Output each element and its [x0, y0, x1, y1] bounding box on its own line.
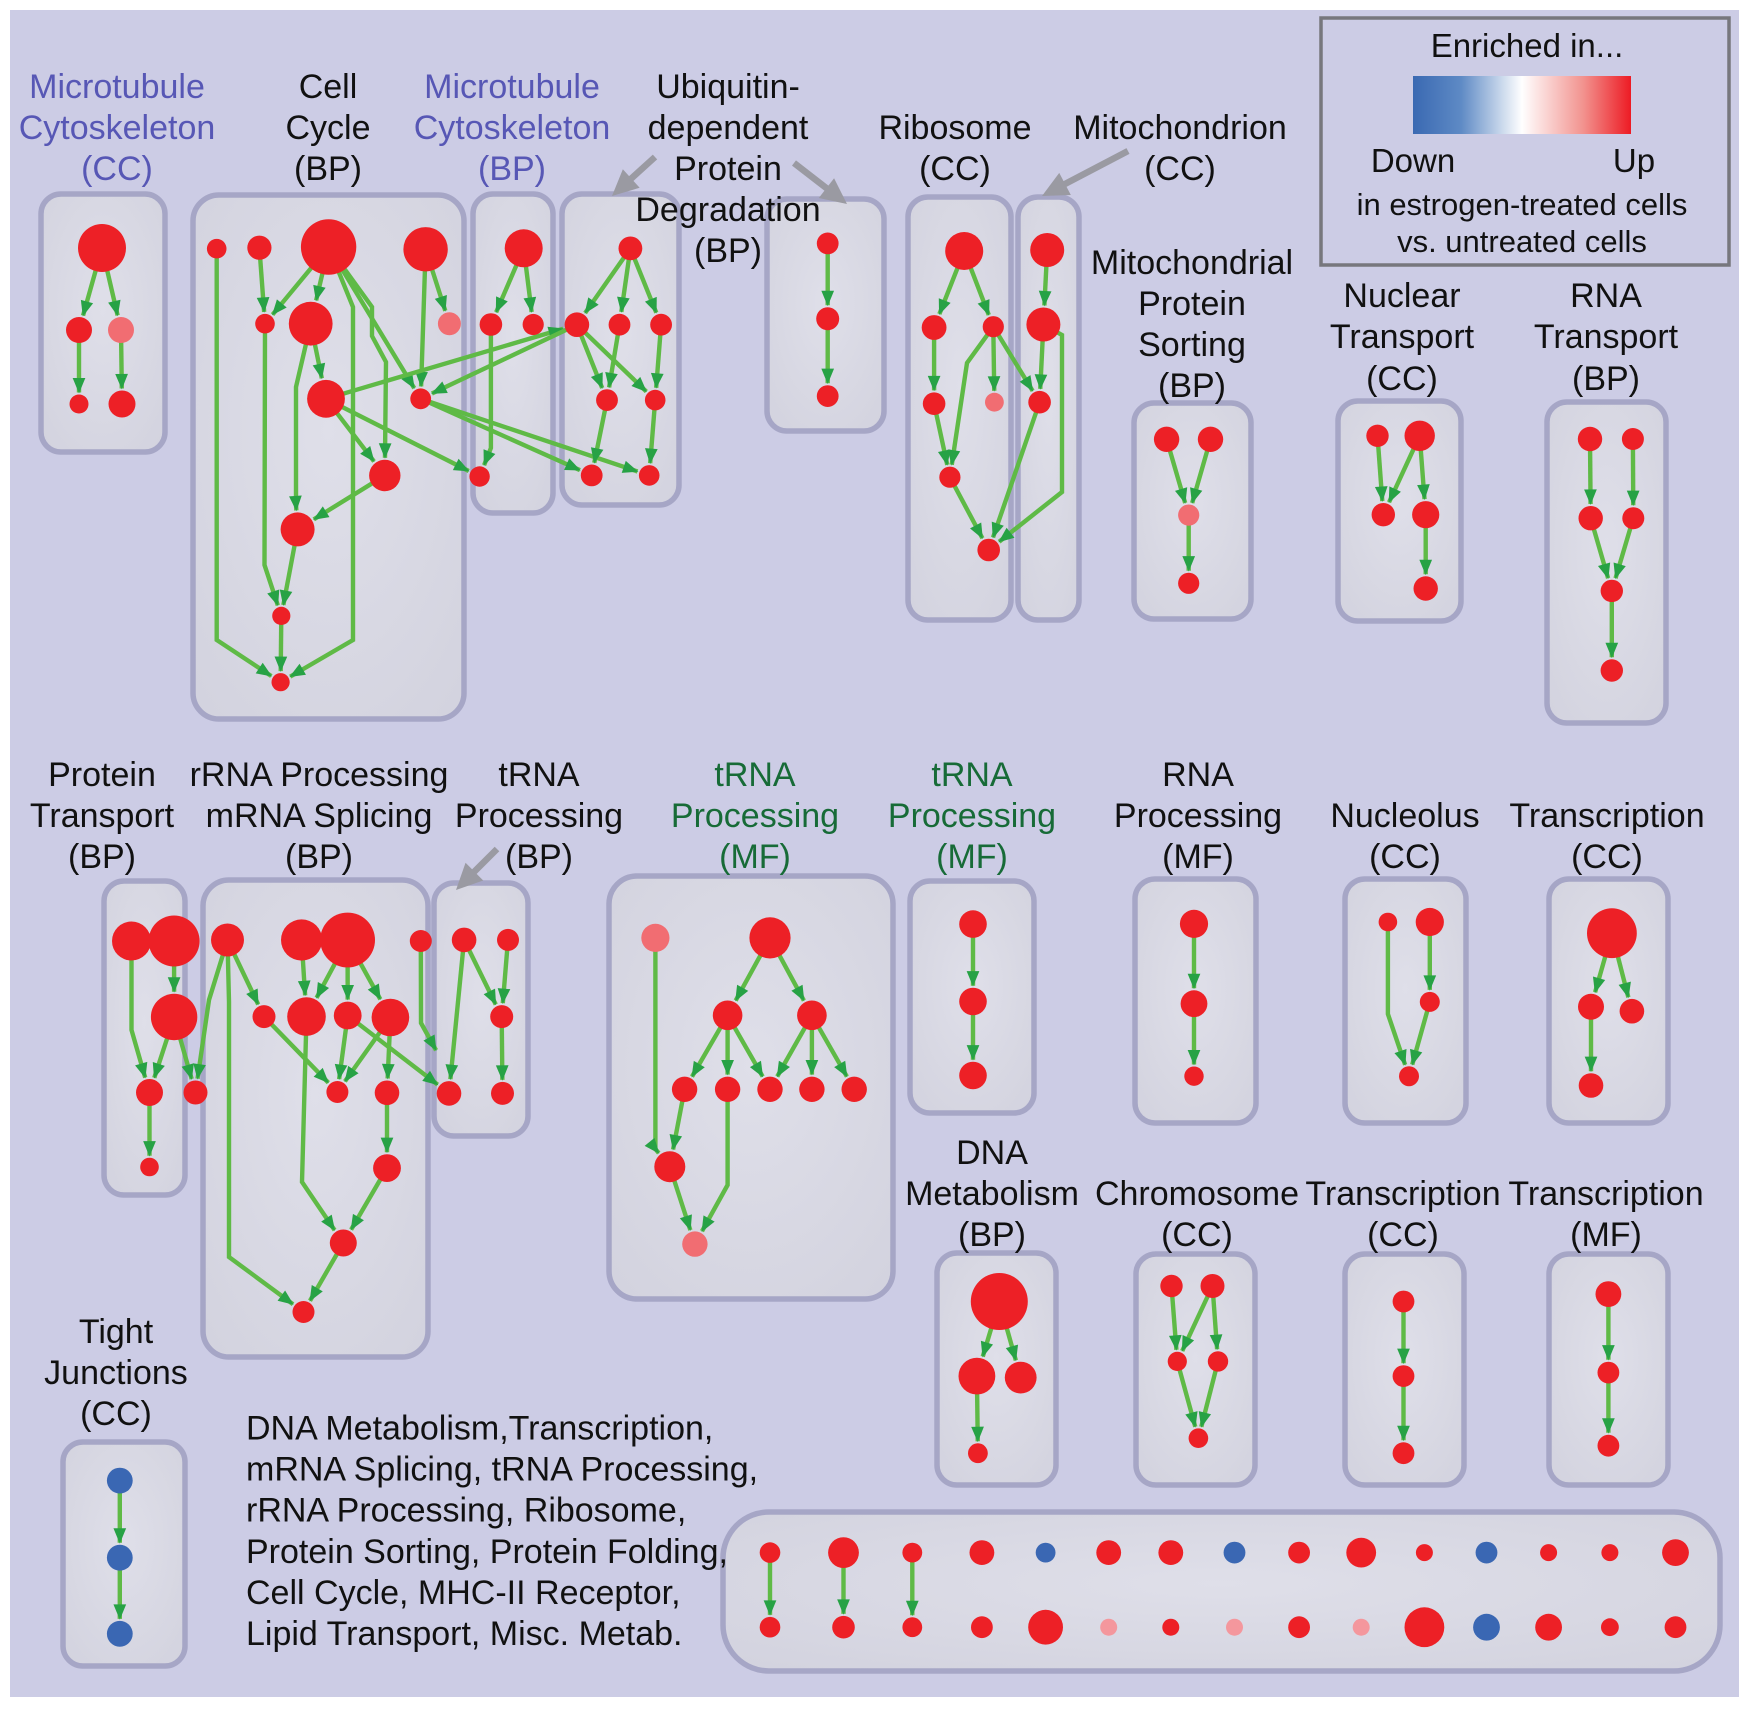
svg-text:Protein: Protein — [1138, 285, 1246, 323]
svg-text:Microtubule: Microtubule — [424, 68, 600, 106]
svg-text:Processing: Processing — [455, 797, 623, 835]
svg-text:Ribosome: Ribosome — [878, 109, 1031, 147]
svg-text:Ubiquitin-: Ubiquitin- — [656, 68, 800, 106]
svg-text:Nuclear: Nuclear — [1343, 277, 1460, 315]
svg-text:(CC): (CC) — [1571, 838, 1643, 876]
svg-text:(CC): (CC) — [1161, 1216, 1233, 1254]
svg-text:Transport: Transport — [1534, 318, 1679, 356]
svg-text:(CC): (CC) — [1369, 838, 1441, 876]
svg-text:(BP): (BP) — [478, 150, 546, 188]
svg-text:Tight: Tight — [79, 1313, 154, 1351]
svg-text:(CC): (CC) — [919, 150, 991, 188]
svg-text:DNA: DNA — [956, 1134, 1028, 1172]
svg-text:mRNA Splicing, tRNA Processing: mRNA Splicing, tRNA Processing, — [246, 1451, 758, 1489]
svg-text:Cell Cycle, MHC-II Receptor,: Cell Cycle, MHC-II Receptor, — [246, 1574, 681, 1612]
svg-text:Down: Down — [1371, 142, 1455, 179]
svg-text:Nucleolus: Nucleolus — [1330, 797, 1479, 835]
svg-text:Cytoskeleton: Cytoskeleton — [414, 109, 611, 147]
svg-text:Cycle: Cycle — [285, 109, 370, 147]
svg-text:rRNA Processing: rRNA Processing — [190, 756, 449, 794]
svg-text:Metabolism: Metabolism — [905, 1175, 1079, 1213]
svg-text:(MF): (MF) — [719, 838, 791, 876]
svg-text:(MF): (MF) — [1162, 838, 1234, 876]
svg-text:Protein: Protein — [48, 756, 156, 794]
svg-text:tRNA: tRNA — [931, 756, 1013, 794]
svg-text:Enriched in...: Enriched in... — [1431, 27, 1624, 64]
svg-text:Cell: Cell — [299, 68, 358, 106]
svg-text:Processing: Processing — [888, 797, 1056, 835]
svg-text:Degradation: Degradation — [635, 191, 820, 229]
svg-text:Transcription: Transcription — [1509, 797, 1704, 835]
svg-text:tRNA: tRNA — [498, 756, 580, 794]
svg-text:vs. untreated cells: vs. untreated cells — [1397, 224, 1647, 259]
svg-text:Processing: Processing — [671, 797, 839, 835]
svg-text:(CC): (CC) — [1144, 150, 1216, 188]
svg-text:Up: Up — [1613, 142, 1655, 179]
svg-text:Transcription: Transcription — [1508, 1175, 1703, 1213]
svg-text:in estrogen-treated cells: in estrogen-treated cells — [1357, 187, 1688, 222]
svg-text:(CC): (CC) — [1367, 1216, 1439, 1254]
svg-text:(BP): (BP) — [68, 838, 136, 876]
svg-text:Protein: Protein — [674, 150, 782, 188]
svg-text:RNA: RNA — [1162, 756, 1234, 794]
svg-text:(CC): (CC) — [80, 1395, 152, 1433]
svg-text:(BP): (BP) — [1158, 367, 1226, 405]
svg-text:Sorting: Sorting — [1138, 326, 1246, 364]
svg-text:Protein Sorting, Protein Foldi: Protein Sorting, Protein Folding, — [246, 1533, 728, 1571]
svg-text:rRNA Processing, Ribosome,: rRNA Processing, Ribosome, — [246, 1492, 686, 1530]
svg-text:Microtubule: Microtubule — [29, 68, 205, 106]
svg-text:Junctions: Junctions — [44, 1354, 188, 1392]
svg-text:Transport: Transport — [30, 797, 175, 835]
svg-text:Processing: Processing — [1114, 797, 1282, 835]
svg-text:(CC): (CC) — [1366, 360, 1438, 398]
svg-text:Cytoskeleton: Cytoskeleton — [19, 109, 216, 147]
svg-text:(BP): (BP) — [694, 232, 762, 270]
svg-text:(MF): (MF) — [1570, 1216, 1642, 1254]
svg-text:Transcription: Transcription — [1305, 1175, 1500, 1213]
svg-text:Lipid Transport, Misc. Metab.: Lipid Transport, Misc. Metab. — [246, 1615, 683, 1653]
svg-text:(BP): (BP) — [285, 838, 353, 876]
svg-text:(BP): (BP) — [294, 150, 362, 188]
svg-text:Chromosome: Chromosome — [1095, 1175, 1299, 1213]
svg-text:dependent: dependent — [648, 109, 809, 147]
svg-text:(BP): (BP) — [505, 838, 573, 876]
svg-text:RNA: RNA — [1570, 277, 1642, 315]
svg-text:(MF): (MF) — [936, 838, 1008, 876]
svg-text:DNA Metabolism,Transcription,: DNA Metabolism,Transcription, — [246, 1409, 713, 1447]
svg-text:(CC): (CC) — [81, 150, 153, 188]
svg-text:Mitochondrion: Mitochondrion — [1073, 109, 1287, 147]
svg-text:mRNA Splicing: mRNA Splicing — [206, 797, 433, 835]
svg-text:Mitochondrial: Mitochondrial — [1091, 244, 1293, 282]
svg-text:Transport: Transport — [1330, 318, 1475, 356]
svg-text:(BP): (BP) — [958, 1216, 1026, 1254]
svg-text:tRNA: tRNA — [714, 756, 796, 794]
svg-text:(BP): (BP) — [1572, 360, 1640, 398]
